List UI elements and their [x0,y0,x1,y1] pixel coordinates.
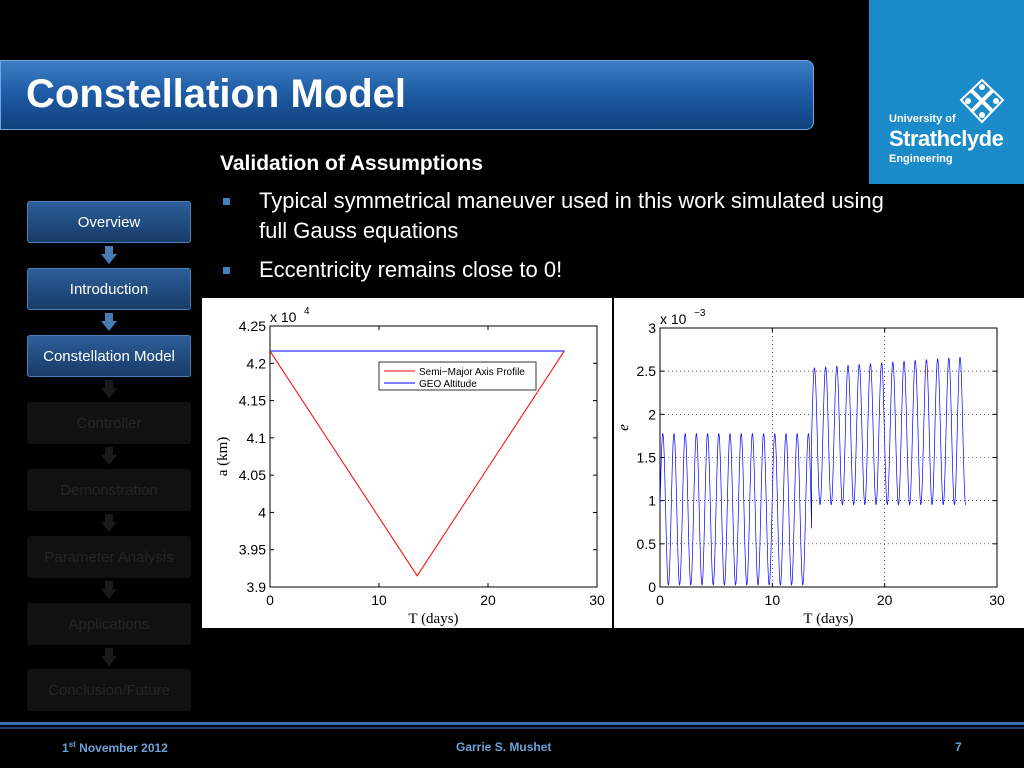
y-tick-label: 1 [648,493,656,509]
down-arrow-icon [101,648,117,666]
down-arrow-icon [101,581,117,599]
y-tick-label: 4.2 [247,355,267,371]
footer-date-suffix: st [68,740,76,749]
series-line-semi-major-axis [269,350,565,577]
axis-exponent-label: x 10 [270,309,297,325]
y-tick-label: 3.9 [247,579,267,595]
legend-label: Semi−Major Axis Profile [419,367,525,378]
plot-semi-major-axis: 0 10 20 30 3.9 3.95 4 4.05 4.1 4.15 4.2 4.25 x 10 4 T … [202,298,612,628]
y-tick-label: 4.15 [239,393,266,409]
bullet-text-line1: Eccentricity remains close to 0! [259,257,563,282]
nav-label: Conclusion/Future [48,681,170,699]
footer-date: 1st November 2012 [62,740,168,755]
logo-line-strathclyde: Strathclyde [889,126,1004,151]
bullet-text-line1: Typical symmetrical maneuver used in thi… [259,188,884,213]
chart-semi-major-axis-svg: 0 10 20 30 3.9 3.95 4 4.05 4.1 4.15 4.2 4.25x 10 4 T … [215,306,605,627]
x-tick-label: 0 [266,592,274,608]
x-tick-label: 10 [371,592,387,608]
bullet-text-line2: full Gauss equations [259,218,459,243]
footer-divider-shadow [0,727,1024,729]
legend-box [378,361,537,391]
nav-label: Parameter Analysis [44,548,174,566]
nav-label: Controller [76,414,142,432]
x-tick-label: 20 [877,592,893,608]
y-tick-label: 4.05 [239,467,266,483]
down-arrow-icon [101,514,117,532]
logo-line-engineering: Engineering [889,153,953,165]
y-tick-label: 4.25 [239,318,266,334]
title-bar: Constellation Model [0,60,814,130]
nav-item-demonstration[interactable]: Demonstration [27,469,191,511]
saltire-shield-icon [959,78,1005,124]
legend-label: GEO Altitude [419,379,477,390]
y-tick-label: 4 [258,504,266,520]
slide-title: Constellation Model [26,72,406,116]
x-tick-label: 10 [765,592,781,608]
y-tick-label: 2 [648,406,656,422]
nav-label: Overview [77,213,141,231]
footer-date-day: 1 [62,741,69,755]
down-arrow-icon [101,246,117,264]
series-line-eccentricity [659,356,966,586]
axis-exponent-power: −3 [694,308,706,319]
nav-item-applications[interactable]: Applications [27,603,191,645]
y-axis-label: a (km) [215,437,231,477]
x-axis-label: T (days) [408,611,458,627]
axis-exponent-power: 4 [304,306,310,317]
nav-item-overview[interactable]: Overview [27,201,191,243]
down-arrow-icon [101,447,117,465]
nav-item-parameter-analysis[interactable]: Parameter Analysis [27,536,191,578]
plot-eccentricity: 0 10 20 30 0 0.5 1 1.5 2 2.5 3 x 10 −3 T (days) e [614,298,1024,628]
nav-label: Constellation Model [43,347,175,365]
footer-divider [0,722,1024,725]
nav-label: Introduction [69,280,149,298]
y-tick-label: 0.5 [637,536,657,552]
y-tick-label: 0 [648,579,656,595]
footer-page-number: 7 [955,740,962,754]
y-axis-label: e [616,424,632,431]
y-tick-label: 2.5 [637,363,657,379]
y-tick-label: 3.95 [239,542,266,558]
bullet-square-icon [223,267,230,274]
logo-line-university: University of [889,113,956,125]
axis-exponent-label: x 10 [660,311,687,327]
nav-label: Applications [68,615,150,633]
down-arrow-icon [101,313,117,331]
chart-eccentricity-svg: 0 10 20 30 0 0.5 1 1.5 2 2.5 3x 10 −3 T (days) e [616,308,1005,627]
down-arrow-icon [101,380,117,398]
y-tick-label: 1.5 [637,450,657,466]
section-heading: Validation of Assumptions [220,152,483,175]
x-tick-label: 30 [989,592,1005,608]
university-logo: University of Strathclyde Engineering [869,0,1024,184]
y-tick-label: 4.1 [247,430,267,446]
bullet-square-icon [223,198,230,205]
x-tick-label: 0 [656,592,664,608]
nav-label: Demonstration [60,481,158,499]
y-tick-label: 3 [648,320,656,336]
nav-item-controller[interactable]: Controller [27,402,191,444]
footer-author: Garrie S. Mushet [456,740,552,754]
footer-date-rest: November 2012 [75,741,168,755]
x-tick-label: 20 [480,592,496,608]
x-axis-label: T (days) [803,611,853,627]
nav-item-constellation-model[interactable]: Constellation Model [27,335,191,377]
nav-item-conclusion-future[interactable]: Conclusion/Future [27,669,191,711]
nav-item-introduction[interactable]: Introduction [27,268,191,310]
x-tick-label: 30 [589,592,605,608]
